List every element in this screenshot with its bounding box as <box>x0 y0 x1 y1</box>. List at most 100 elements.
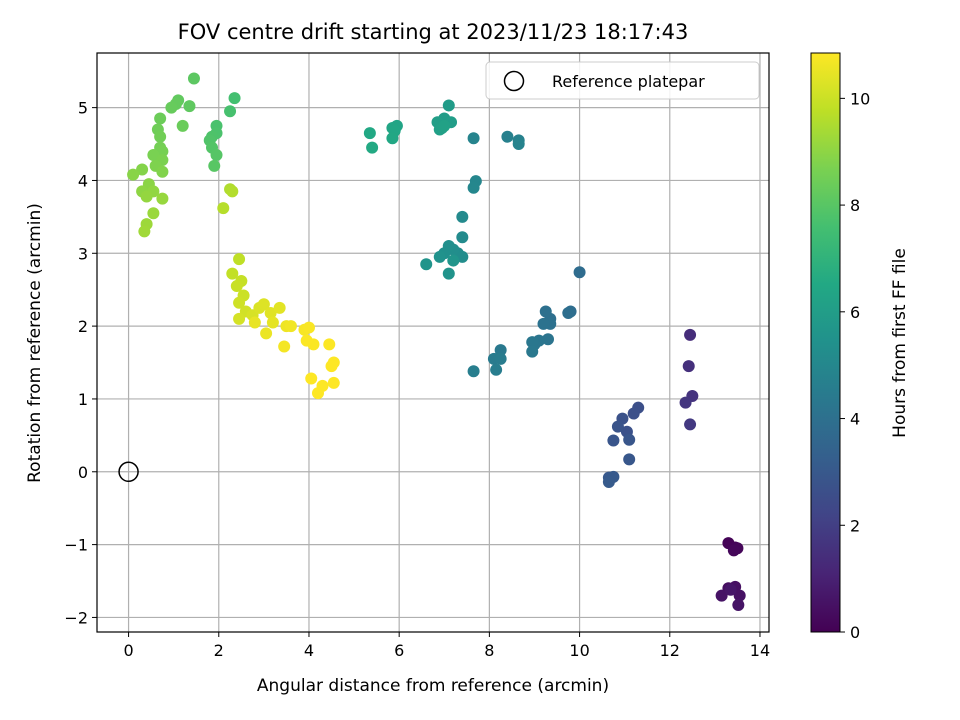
scatter-point <box>727 544 740 557</box>
scatter-point <box>602 475 615 488</box>
scatter-point <box>467 181 480 194</box>
scatter-point <box>542 333 555 346</box>
scatter-point <box>442 267 455 280</box>
scatter-point <box>467 365 480 378</box>
colorbar-tick-label: 4 <box>850 410 860 429</box>
scatter-point <box>284 320 297 333</box>
colorbar-ticks: 0 2 4 6 8 10 <box>840 89 870 642</box>
colorbar-tick-label: 8 <box>850 196 860 215</box>
scatter-point <box>210 148 223 161</box>
scatter-point <box>573 266 586 279</box>
x-tick-label: 8 <box>484 641 494 660</box>
scatter-point <box>494 344 507 357</box>
scatter-point <box>442 99 455 112</box>
scatter-point <box>724 583 737 596</box>
scatter-point <box>266 316 279 329</box>
chart-title: FOV centre drift starting at 2023/11/23 … <box>178 20 689 44</box>
scatter-point <box>176 119 189 132</box>
colorbar <box>810 52 841 633</box>
scatter-point <box>537 317 550 330</box>
legend-entry: Reference platepar <box>552 72 705 91</box>
scatter-point <box>300 334 313 347</box>
colorbar-tick-label: 10 <box>850 89 870 108</box>
y-tick-label: 5 <box>78 99 88 118</box>
scatter-point <box>623 453 636 466</box>
scatter-point <box>233 312 246 325</box>
scatter-points <box>127 72 746 612</box>
colorbar-label: Hours from first FF file <box>890 248 910 438</box>
plot-frame <box>96 52 770 633</box>
scatter-point <box>226 185 239 198</box>
scatter-point <box>327 376 340 389</box>
scatter-point <box>512 138 525 151</box>
scatter-point <box>526 336 539 349</box>
scatter-point <box>278 340 291 353</box>
scatter-point <box>154 130 167 143</box>
colorbar-tick-label: 6 <box>850 303 860 322</box>
scatter-point <box>217 202 230 215</box>
scatter-point <box>248 316 261 329</box>
scatter-point <box>456 210 469 223</box>
scatter-point <box>183 100 196 113</box>
scatter-point <box>325 360 338 373</box>
scatter-point <box>264 307 277 320</box>
scatter-point <box>490 363 503 376</box>
y-axis-label: Rotation from reference (arcmin) <box>25 203 45 483</box>
scatter-point <box>136 163 149 176</box>
scatter-point <box>456 231 469 244</box>
scatter-point <box>733 589 746 602</box>
scatter-point <box>562 307 575 320</box>
scatter-point <box>224 105 237 118</box>
scatter-point <box>611 420 624 433</box>
legend: Reference platepar <box>485 61 760 100</box>
scatter-point <box>138 225 151 238</box>
scatter-point <box>154 112 167 125</box>
scatter-point <box>467 132 480 145</box>
x-tick-label: 4 <box>304 641 314 660</box>
y-tick-label: 1 <box>78 390 88 409</box>
scatter-point <box>456 250 469 263</box>
scatter-point <box>433 250 446 263</box>
scatter-point <box>420 258 433 271</box>
scatter-point <box>323 338 336 351</box>
x-tick-label: 12 <box>660 641 680 660</box>
scatter-point <box>732 599 745 612</box>
y-tick-label: 2 <box>78 317 88 336</box>
scatter-point <box>539 305 552 318</box>
scatter-point <box>257 298 270 311</box>
x-tick-label: 2 <box>214 641 224 660</box>
scatter-point <box>165 101 178 114</box>
y-tick-label: 3 <box>78 244 88 263</box>
scatter-point <box>526 345 539 358</box>
scatter-point <box>305 372 318 385</box>
legend-marker-icon <box>503 70 525 92</box>
scatter-point <box>438 119 451 132</box>
scatter-point <box>208 159 221 172</box>
grid-lines <box>97 53 769 632</box>
x-tick-label: 10 <box>569 641 589 660</box>
scatter-point <box>230 280 243 293</box>
y-tick-label: −2 <box>64 608 88 627</box>
x-axis-ticks: 0 2 4 6 8 10 12 14 <box>123 632 770 660</box>
scatter-point <box>273 301 286 314</box>
scatter-point <box>366 141 379 154</box>
scatter-point <box>187 72 200 85</box>
x-axis-label: Angular distance from reference (arcmin) <box>257 676 609 696</box>
scatter-point <box>226 267 239 280</box>
scatter-point <box>447 254 460 267</box>
scatter-point <box>607 434 620 447</box>
colorbar-tick-label: 2 <box>850 516 860 535</box>
scatter-point <box>623 433 636 446</box>
scatter-point <box>156 145 169 158</box>
scatter-point <box>684 328 697 341</box>
scatter-point <box>156 192 169 205</box>
y-tick-label: 4 <box>78 171 88 190</box>
scatter-point <box>147 207 160 220</box>
scatter-point <box>386 132 399 145</box>
scatter-point <box>233 253 246 266</box>
y-axis-ticks: −2 −1 0 1 2 3 4 5 <box>64 99 97 627</box>
scatter-point <box>627 407 640 420</box>
scatter-point <box>363 127 376 140</box>
scatter-point <box>233 296 246 309</box>
